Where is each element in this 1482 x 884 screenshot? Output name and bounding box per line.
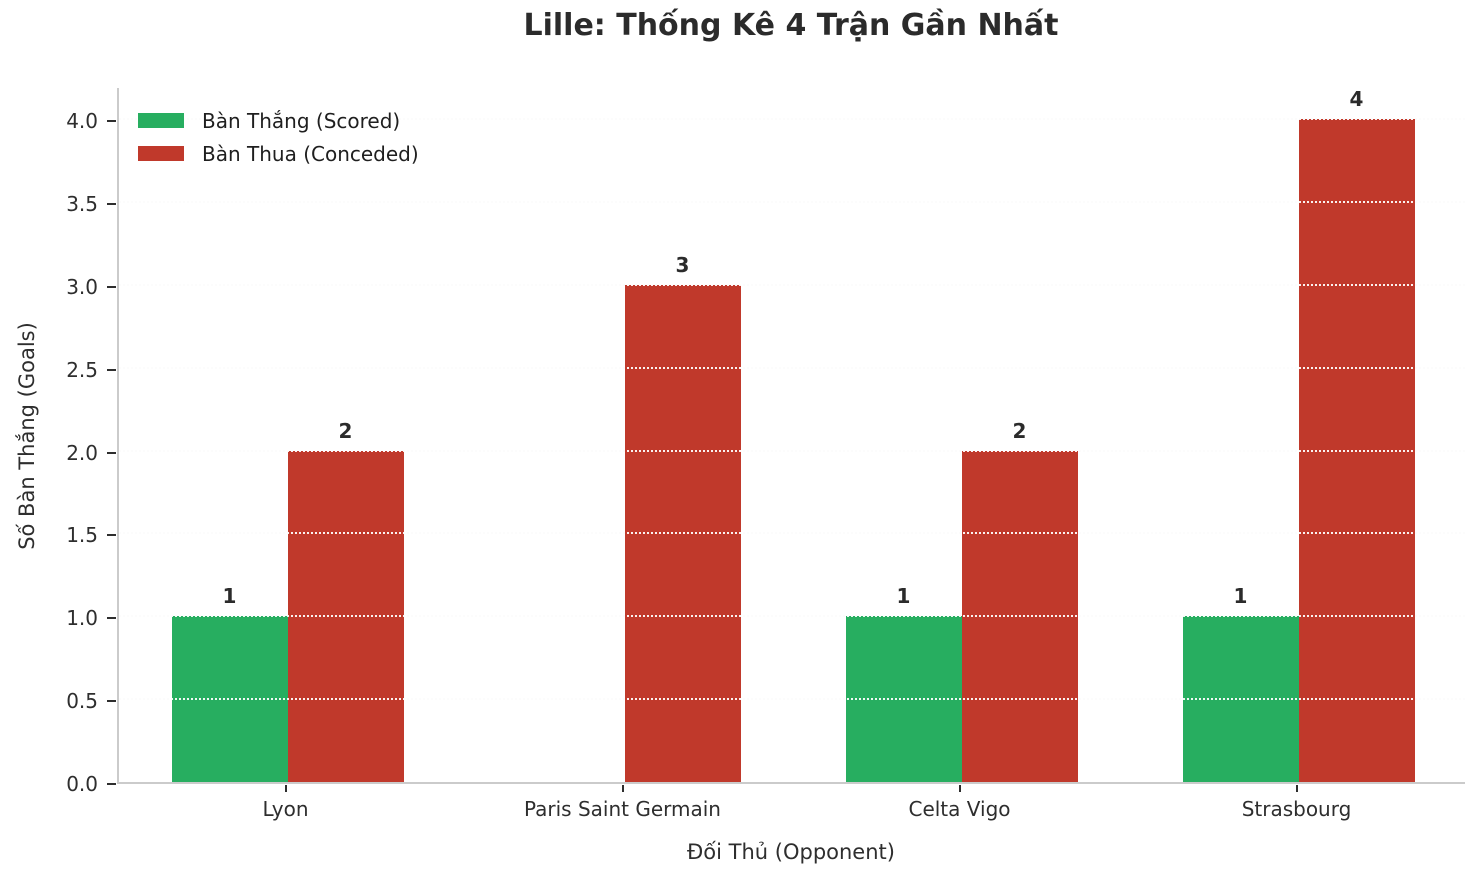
gridline-overlay-1.5 [119, 532, 1465, 535]
y-tick-label-1.5: 1.5 [66, 523, 98, 548]
bar-value-label-lyon-1: 2 [338, 418, 353, 443]
legend: Bàn Thắng (Scored) Bàn Thua (Conceded) [138, 104, 419, 170]
gridline-overlay-3.0 [119, 283, 1465, 286]
y-tick-mark-3.5 [107, 203, 116, 205]
y-tick-label-3.5: 3.5 [66, 192, 98, 216]
gridline-overlay-1.0 [119, 615, 1465, 618]
x-tick-mark-celta-vigo [958, 785, 961, 792]
bar-value-label-paris-saint-germain-1: 3 [675, 252, 690, 277]
bar-value-label-lyon-0: 1 [222, 584, 237, 609]
x-tick-label-celta-vigo: Celta Vigo [908, 797, 1011, 821]
plot-area: Bàn Thắng (Scored) Bàn Thua (Conceded) 1… [117, 87, 1465, 784]
gridline-overlay-2.5 [119, 366, 1465, 369]
gridline-overlay-3.5 [119, 201, 1465, 203]
legend-item-conceded: Bàn Thua (Conceded) [138, 137, 419, 170]
legend-label-scored: Bàn Thắng (Scored) [202, 108, 401, 133]
y-tick-label-0.0: 0.0 [66, 772, 98, 796]
x-tick-label-strasbourg: Strasbourg [1241, 797, 1352, 821]
y-tick-mark-0.5 [107, 700, 116, 703]
y-tick-mark-1.5 [107, 534, 116, 537]
y-tick-label-0.5: 0.5 [66, 689, 98, 714]
gridline-overlay-2.0 [119, 449, 1465, 452]
y-tick-mark-2.5 [107, 368, 116, 371]
x-tick-label-lyon: Lyon [262, 797, 309, 821]
y-tick-label-4.0: 4.0 [66, 109, 98, 134]
y-tick-label-3.0: 3.0 [66, 274, 98, 299]
x-axis-label: Đối Thủ (Opponent) [687, 840, 895, 864]
y-tick-mark-2.0 [107, 451, 116, 454]
x-tick-mark-strasbourg [1295, 785, 1298, 792]
y-tick-mark-3.0 [107, 285, 116, 288]
legend-item-scored: Bàn Thắng (Scored) [138, 104, 419, 137]
bar-value-label-strasbourg-1: 4 [1349, 87, 1364, 112]
legend-swatch-scored [138, 113, 184, 128]
x-tick-label-paris-saint-germain: Paris Saint Germain [523, 797, 721, 821]
x-tick-mark-paris-saint-germain [621, 785, 624, 792]
legend-swatch-conceded [138, 146, 184, 161]
y-tick-label-2.5: 2.5 [66, 357, 98, 382]
x-tick-mark-lyon [284, 785, 287, 792]
bar-value-label-celta-vigo-0: 1 [896, 584, 911, 609]
y-tick-label-2.0: 2.0 [66, 440, 98, 465]
bar-value-label-strasbourg-0: 1 [1233, 584, 1248, 609]
y-tick-mark-1.0 [107, 617, 116, 620]
bar-value-label-celta-vigo-1: 2 [1012, 418, 1027, 443]
y-tick-label-1.0: 1.0 [66, 606, 98, 631]
legend-label-conceded: Bàn Thua (Conceded) [202, 141, 419, 166]
gridline-overlay-4.0 [119, 118, 1465, 121]
y-tick-mark-4.0 [107, 120, 116, 123]
chart-title: Lille: Thống Kê 4 Trận Gần Nhất [523, 8, 1059, 43]
y-tick-mark-0.0 [107, 783, 116, 785]
gridline-overlay-0.5 [119, 698, 1465, 701]
